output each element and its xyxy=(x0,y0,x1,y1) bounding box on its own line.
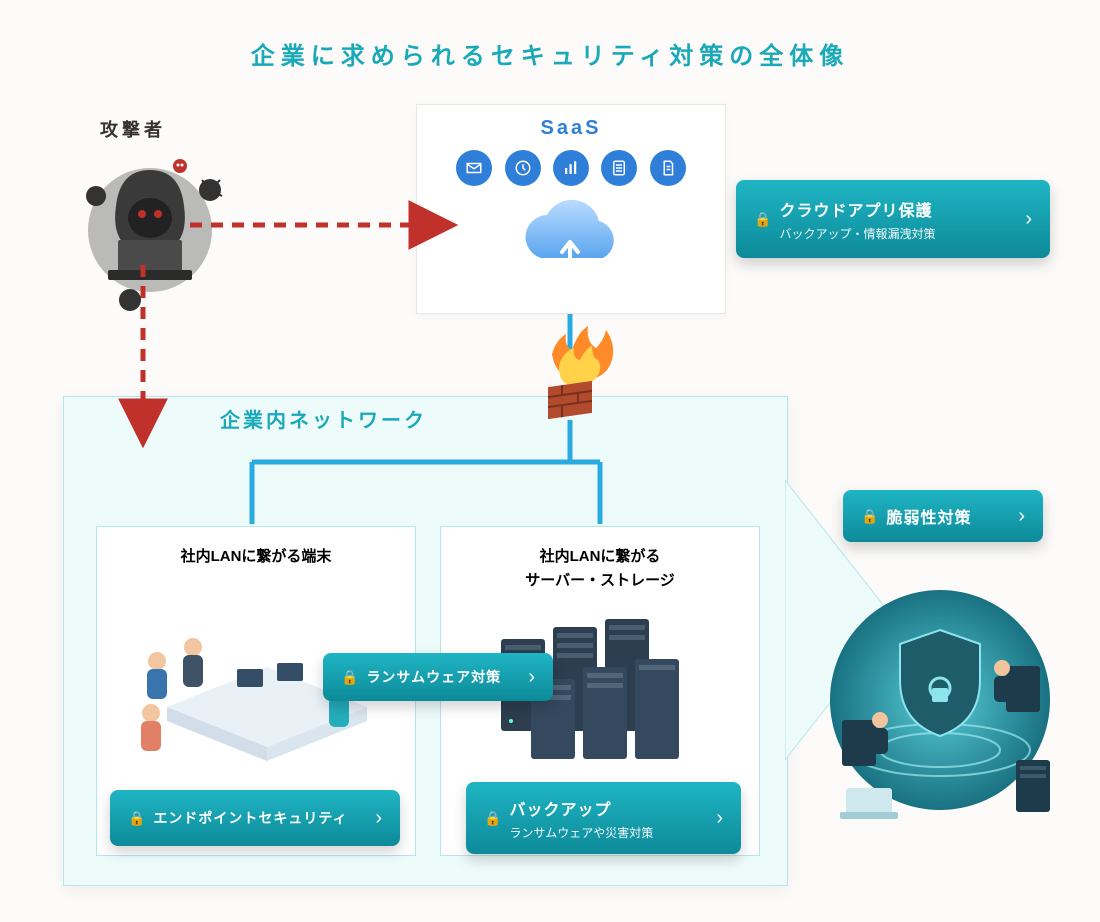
saas-title: SaaS xyxy=(417,117,725,140)
doc-icon xyxy=(650,150,686,186)
badge-main: バックアップ xyxy=(509,796,706,820)
badge-main: クラウドアプリ保護 xyxy=(779,197,1015,221)
cloud-protection-badge[interactable]: 🔒 クラウドアプリ保護バックアップ・情報漏洩対策 › xyxy=(736,180,1050,258)
chevron-right-icon: › xyxy=(528,666,535,689)
badge-main: エンドポイントセキュリティ xyxy=(153,808,365,828)
security-illustration xyxy=(810,570,1090,850)
network-title: 企業内ネットワーク xyxy=(220,404,427,433)
endpoint-badge[interactable]: 🔒 エンドポイントセキュリティ › xyxy=(110,790,400,846)
mail-icon xyxy=(456,150,492,186)
attacker-label: 攻撃者 xyxy=(100,116,166,142)
cloud-icon xyxy=(506,198,636,288)
attacker-graphic xyxy=(60,140,240,320)
ransomware-badge[interactable]: 🔒 ランサムウェア対策 › xyxy=(323,653,553,701)
backup-badge[interactable]: 🔒 バックアップランサムウェアや災害対策 › xyxy=(466,782,741,854)
servers-title: 社内LANに繋がる サーバー・ストレージ xyxy=(441,545,759,593)
badge-main: 脆弱性対策 xyxy=(886,504,1008,528)
badge-sub: ランサムウェアや災害対策 xyxy=(509,824,706,841)
lock-icon: 🔒 xyxy=(484,810,501,827)
page-title: 企業に求められるセキュリティ対策の全体像 xyxy=(0,36,1100,71)
saas-box: SaaS xyxy=(416,104,726,314)
lock-icon: 🔒 xyxy=(341,669,358,686)
chevron-right-icon: › xyxy=(1025,208,1032,231)
chevron-right-icon: › xyxy=(375,807,382,830)
chevron-right-icon: › xyxy=(716,807,723,830)
badge-main: ランサムウェア対策 xyxy=(366,667,518,687)
lock-icon: 🔒 xyxy=(128,810,145,827)
lock-icon: 🔒 xyxy=(754,211,771,228)
saas-app-icons xyxy=(417,150,725,186)
calc-icon xyxy=(601,150,637,186)
vulnerability-badge[interactable]: 🔒 脆弱性対策 › xyxy=(843,490,1043,542)
chevron-right-icon: › xyxy=(1018,505,1025,528)
chart-icon xyxy=(553,150,589,186)
terminals-title: 社内LANに繋がる端末 xyxy=(97,545,415,569)
lock-icon: 🔒 xyxy=(861,508,878,525)
badge-sub: バックアップ・情報漏洩対策 xyxy=(779,225,1015,242)
clock-icon xyxy=(505,150,541,186)
